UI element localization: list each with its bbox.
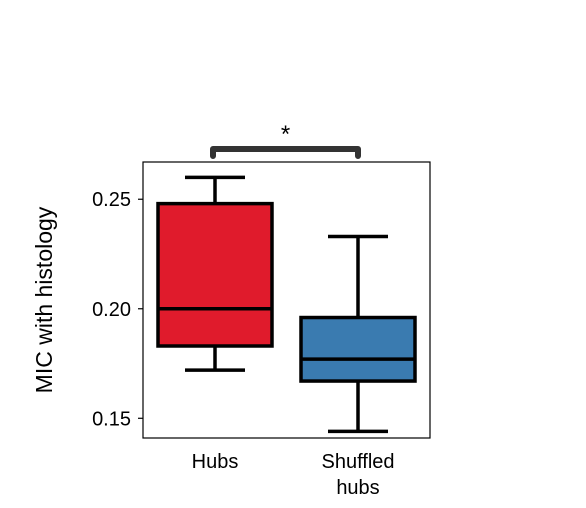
x-category-label-line: Hubs <box>192 451 239 473</box>
box-iqr <box>299 315 417 383</box>
box-group-1 <box>156 175 274 372</box>
x-axis: Hubs Shuffled hubs <box>192 451 395 499</box>
x-category-label: Hubs <box>192 451 239 473</box>
box-iqr <box>156 201 274 348</box>
y-tick-label: 0.15 <box>92 408 131 430</box>
x-category-label: Shuffled hubs <box>321 451 394 499</box>
y-axis: 0.15 0.20 0.25 <box>92 189 143 430</box>
y-tick-label: 0.20 <box>92 299 131 321</box>
box-group-2 <box>299 234 417 434</box>
boxes-layer <box>156 175 417 434</box>
y-axis-title: MIC with histology <box>31 206 57 393</box>
y-tick-label: 0.25 <box>92 189 131 211</box>
x-category-label-line: hubs <box>336 477 379 499</box>
significance-bracket <box>210 146 361 159</box>
plot-frame <box>142 161 431 439</box>
x-category-label-line: Shuffled <box>321 451 394 473</box>
significance-label: * <box>281 121 290 148</box>
significance-annotation: * <box>210 121 361 159</box>
